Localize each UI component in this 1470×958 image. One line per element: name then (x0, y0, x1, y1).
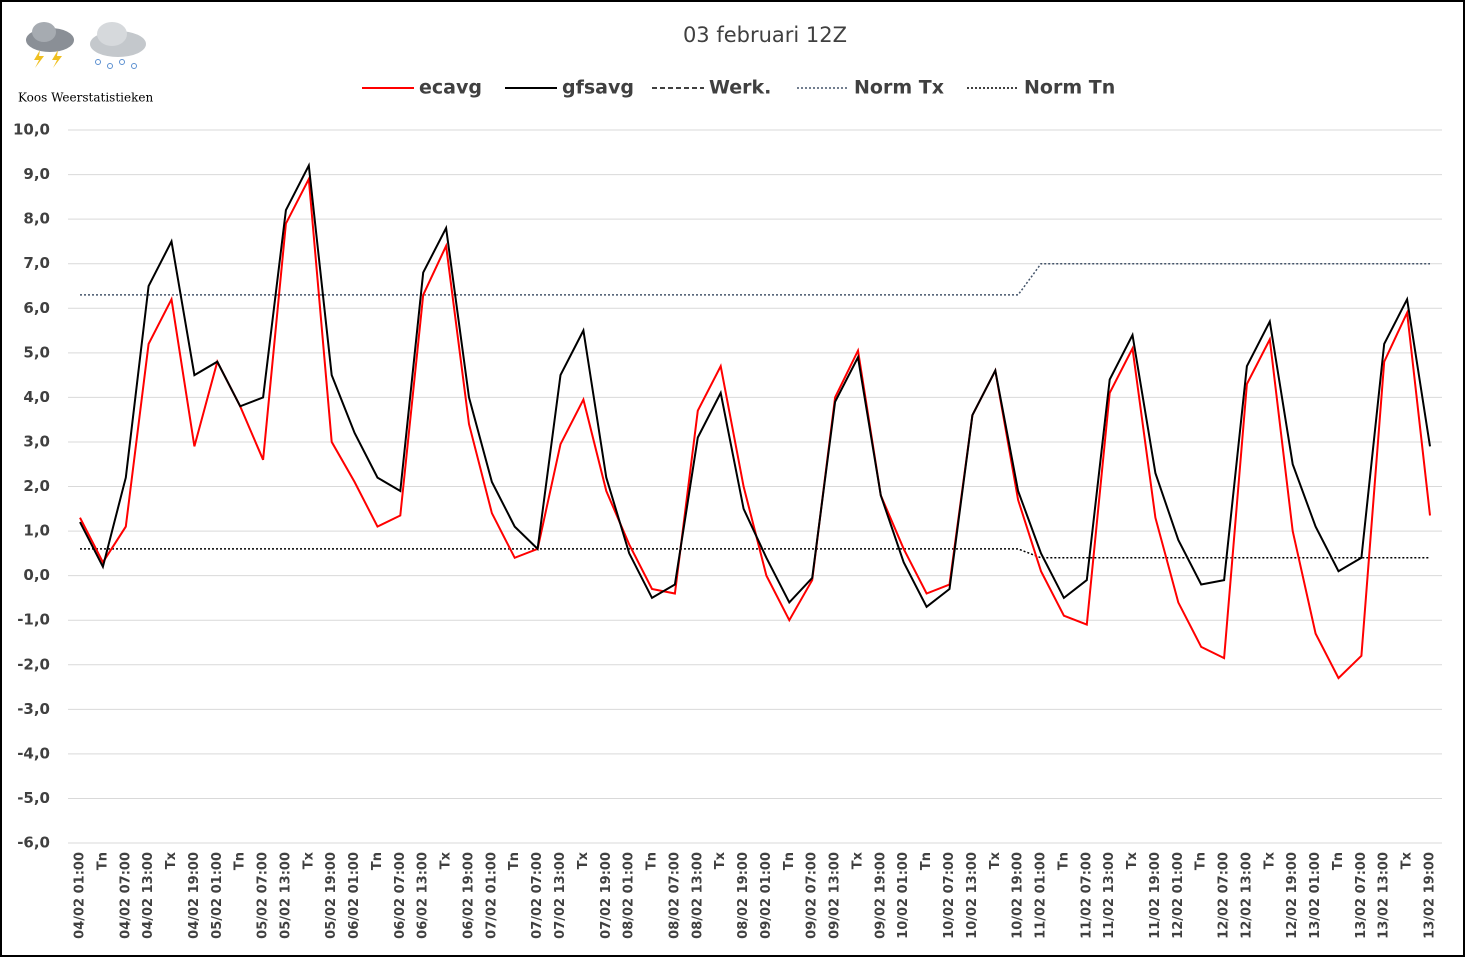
x-tick-label: Tx (1400, 851, 1415, 869)
y-tick-label: 9,0 (23, 165, 50, 183)
x-tick-label: 12/02 13:00 (1239, 852, 1254, 939)
x-tick-label: 09/02 01:00 (759, 852, 774, 939)
legend-label: ecavg (419, 77, 482, 99)
x-tick-label: Tn (233, 852, 248, 870)
x-tick-label: Tn (645, 852, 660, 870)
y-tick-label: 0,0 (23, 566, 50, 584)
x-tick-label: 04/02 19:00 (187, 852, 202, 939)
weather-icons (26, 22, 146, 69)
x-tick-label: Tx (988, 851, 1003, 869)
x-tick-label: 10/02 01:00 (896, 852, 911, 939)
x-tick-label: 05/02 19:00 (324, 852, 339, 939)
x-tick-label: 08/02 07:00 (667, 852, 682, 939)
x-tick-label: 05/02 13:00 (278, 852, 293, 939)
x-tick-label: 05/02 01:00 (210, 852, 225, 939)
x-tick-label: Tx (850, 851, 865, 869)
x-tick-label: Tn (1331, 852, 1346, 870)
x-tick-label: 06/02 01:00 (347, 852, 362, 939)
x-tick-label: 12/02 07:00 (1217, 852, 1232, 939)
y-tick-label: 2,0 (23, 477, 50, 495)
x-tick-label: Tn (782, 852, 797, 870)
x-tick-label: 11/02 13:00 (1102, 852, 1117, 939)
x-tick-label: Tx (1125, 851, 1140, 869)
x-tick-label: 09/02 13:00 (828, 852, 843, 939)
y-tick-label: 10,0 (13, 121, 50, 139)
y-tick-label: 6,0 (23, 299, 50, 317)
x-tick-label: 07/02 13:00 (553, 852, 568, 939)
x-tick-label: 13/02 13:00 (1377, 852, 1392, 939)
x-tick-label: Tn (507, 852, 522, 870)
credit: Koos Weerstatistieken (18, 91, 153, 105)
x-tick-label: 12/02 19:00 (1285, 852, 1300, 939)
x-tick-label: Tn (1194, 852, 1209, 870)
x-tick-label: Tx (439, 851, 454, 869)
x-tick-label: 09/02 19:00 (873, 852, 888, 939)
series-line (80, 262, 1430, 296)
legend-label: Norm Tx (854, 77, 944, 99)
x-tick-label: 05/02 07:00 (256, 852, 271, 939)
x-tick-label: Tx (713, 851, 728, 869)
x-tick-label: 06/02 13:00 (416, 852, 431, 939)
y-tick-label: 3,0 (23, 432, 50, 450)
x-tick-label: Tx (1262, 851, 1277, 869)
x-tick-label: 11/02 19:00 (1148, 852, 1163, 939)
x-tick-label: 04/02 13:00 (141, 852, 156, 939)
x-tick-label: Tn (919, 852, 934, 870)
x-tick-label: Tn (370, 852, 385, 870)
y-tick-label: -3,0 (17, 700, 50, 718)
x-tick-label: 10/02 13:00 (965, 852, 980, 939)
x-tick-label: 04/02 01:00 (73, 852, 88, 939)
x-tick-label: 06/02 19:00 (461, 852, 476, 939)
x-tick-label: 09/02 07:00 (805, 852, 820, 939)
x-tick-label: 10/02 07:00 (942, 852, 957, 939)
x-tick-label: Tx (301, 851, 316, 869)
x-tick-label: 13/02 07:00 (1354, 852, 1369, 939)
x-tick-label: 06/02 07:00 (393, 852, 408, 939)
x-tick-label: 11/02 07:00 (1079, 852, 1094, 939)
x-tick-label: 13/02 19:00 (1423, 852, 1438, 939)
x-tick-label: 13/02 01:00 (1308, 852, 1323, 939)
y-tick-label: -6,0 (17, 834, 50, 852)
y-tick-label: -4,0 (17, 744, 50, 762)
y-tick-label: 5,0 (23, 343, 50, 361)
y-tick-label: -5,0 (17, 789, 50, 807)
x-tick-label: 07/02 07:00 (530, 852, 545, 939)
x-tick-label: 08/02 01:00 (622, 852, 637, 939)
x-tick-label: Tn (1056, 852, 1071, 870)
y-tick-label: 4,0 (23, 388, 50, 406)
x-tick-label: 04/02 07:00 (118, 852, 133, 939)
x-tick-label: Tn (95, 852, 110, 870)
x-tick-label: 08/02 19:00 (736, 852, 751, 939)
y-tick-label: 1,0 (23, 522, 50, 540)
legend-label: gfsavg (562, 77, 634, 99)
x-tick-label: 12/02 01:00 (1171, 852, 1186, 939)
y-tick-label: 8,0 (23, 210, 50, 228)
legend-label: Werk. (709, 77, 771, 99)
series-line (79, 162, 1431, 609)
legend-label: Norm Tn (1024, 77, 1115, 99)
x-tick-label: 07/02 19:00 (599, 852, 614, 939)
chart-title: 03 februari 12Z (683, 23, 847, 47)
x-tick-label: Tx (576, 851, 591, 869)
x-tick-label: 11/02 01:00 (1034, 852, 1049, 939)
x-tick-label: 10/02 19:00 (1011, 852, 1026, 939)
y-tick-label: -2,0 (17, 655, 50, 673)
y-tick-label: 7,0 (23, 254, 50, 272)
x-tick-label: 08/02 13:00 (690, 852, 705, 939)
x-tick-label: 07/02 01:00 (484, 852, 499, 939)
series-line (80, 548, 1430, 559)
y-tick-label: -1,0 (17, 611, 50, 629)
x-tick-label: Tx (164, 851, 179, 869)
